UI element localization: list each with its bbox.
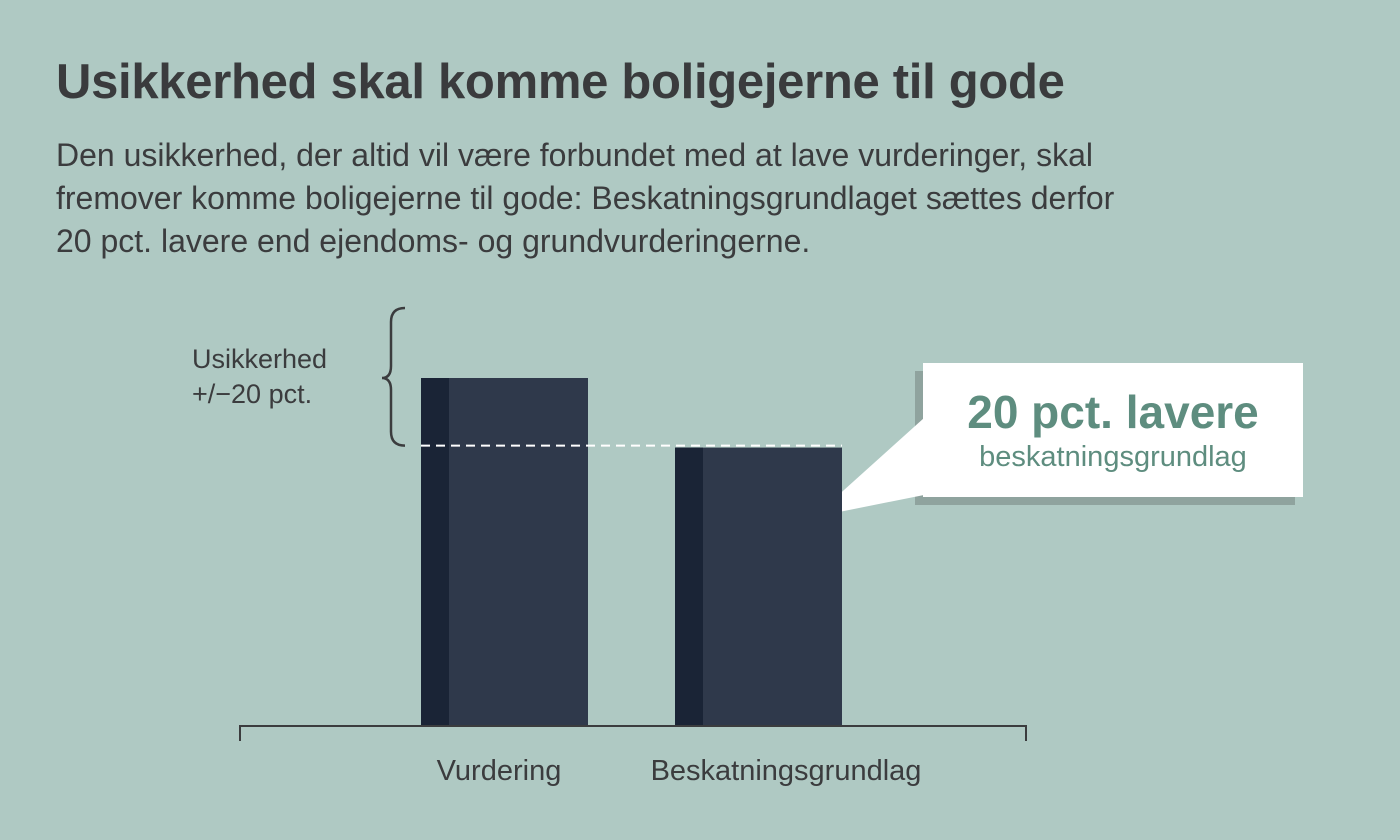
subtitle-line: fremover komme boligejerne til gode: Bes…: [56, 180, 1115, 216]
uncertainty-brace: [381, 306, 406, 447]
bar-shade: [675, 447, 703, 726]
subtitle-line: 20 pct. lavere end ejendoms- og grundvur…: [56, 223, 811, 259]
bar-shade: [421, 378, 449, 726]
chart-subtitle: Den usikkerhed, der altid vil være forbu…: [56, 134, 1336, 263]
callout-main-text: 20 pct. lavere: [967, 386, 1259, 438]
x-tick-label: Vurdering: [437, 755, 562, 787]
callout-sub-text: beskatningsgrundlag: [979, 441, 1247, 473]
annotation-label: +/−20 pct.: [192, 379, 312, 409]
x-tick-label: Beskatningsgrundlag: [651, 755, 922, 787]
x-axis: [239, 725, 1027, 741]
subtitle-line: Den usikkerhed, der altid vil være forbu…: [56, 137, 1093, 173]
annotation-label: Usikkerhed: [192, 344, 327, 374]
chart-title: Usikkerhed skal komme boligejerne til go…: [56, 55, 1065, 109]
callout-box: 20 pct. lavere beskatningsgrundlag: [923, 363, 1303, 497]
